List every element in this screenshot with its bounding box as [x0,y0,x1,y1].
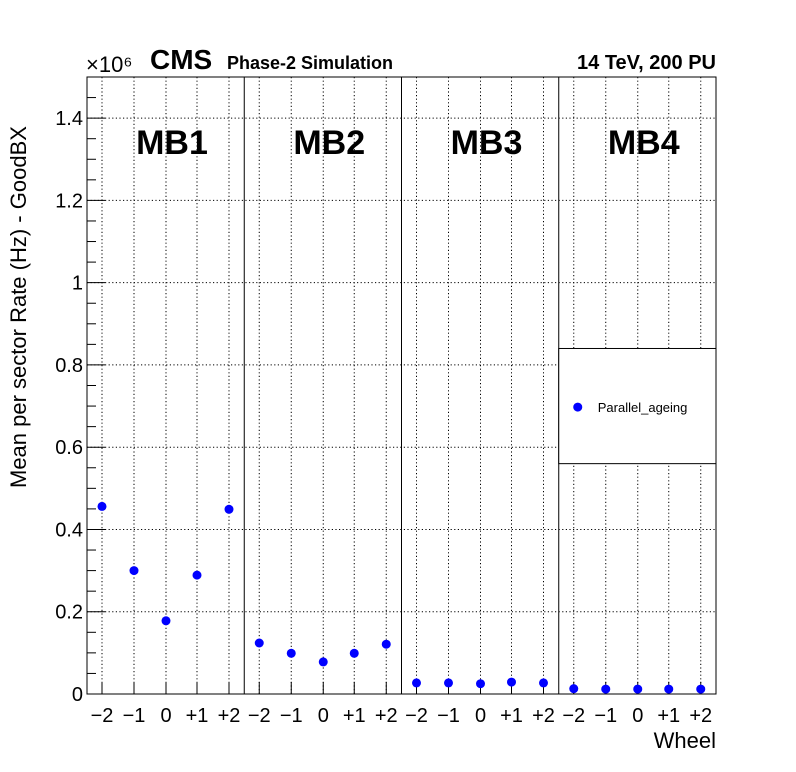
x-tick-label: 0 [632,705,643,727]
data-point [601,684,611,694]
x-tick-label: +2 [689,705,712,727]
station-label-mb4: MB4 [608,124,680,162]
x-tick-label: +1 [186,705,209,727]
x-tick-label: −2 [562,705,585,727]
subtitle-label: Phase-2 Simulation [227,53,393,73]
x-axis-title: Wheel [654,728,716,753]
x-tick-label: −1 [280,705,303,727]
x-tick-label: −2 [248,705,271,727]
legend-label: Parallel_ageing [598,400,688,415]
legend-box [558,347,717,465]
station-label-mb3: MB3 [451,124,523,162]
x-tick-label: +1 [500,705,523,727]
data-point [192,570,202,580]
data-point [539,678,548,688]
station-label-mb2: MB2 [293,124,365,162]
y-tick-label: 0.6 [55,437,83,459]
data-point [129,566,139,576]
x-tick-label: −2 [405,705,428,727]
data-point [476,679,485,689]
x-tick-label: +2 [218,705,241,727]
data-points [97,501,706,694]
x-tick-label: −1 [594,705,617,727]
data-point [161,616,171,626]
data-point [412,678,421,688]
data-point [254,638,264,648]
data-point [381,639,391,649]
y-tick-label: 0 [72,684,83,706]
data-point [664,684,674,694]
data-point [569,684,579,694]
data-point [696,684,706,694]
y-tick-label: 1 [72,273,83,295]
y-tick-label: 1.2 [55,190,83,212]
y-tick-label: 0.2 [55,602,83,624]
x-tick-label: 0 [318,705,329,727]
y-axis-title: Mean per sector Rate (Hz) - GoodBX [6,126,31,488]
data-point [97,501,107,511]
y-tick-label: 0.8 [55,355,83,377]
data-point [444,678,453,688]
x-tick-label: +1 [657,705,680,727]
x-tick-label: +2 [375,705,398,727]
cms-label: CMS [150,44,212,75]
y-tick-label: 1.4 [55,108,83,130]
x-tick-label: 0 [475,705,486,727]
y-exponent-label: ×10⁶ [86,52,132,77]
data-point [349,648,359,658]
data-point [224,504,234,514]
x-tick-label: +1 [343,705,366,727]
x-tick-label: −1 [437,705,460,727]
data-point [633,684,643,694]
x-tick-label: +2 [532,705,555,727]
data-point [318,657,328,667]
x-tick-label: 0 [160,705,171,727]
legend-marker [573,402,583,412]
data-point [507,677,516,687]
legend: Parallel_ageing [558,347,717,465]
x-tick-label: −1 [123,705,146,727]
y-tick-label: 0.4 [55,519,83,541]
station-label-mb1: MB1 [136,124,208,162]
energy-label: 14 TeV, 200 PU [577,52,716,74]
data-point [286,648,296,658]
grid [87,77,716,694]
chart-text: CMS Phase-2 Simulation 14 TeV, 200 PU ×1… [6,44,716,753]
x-tick-label: −2 [91,705,114,727]
